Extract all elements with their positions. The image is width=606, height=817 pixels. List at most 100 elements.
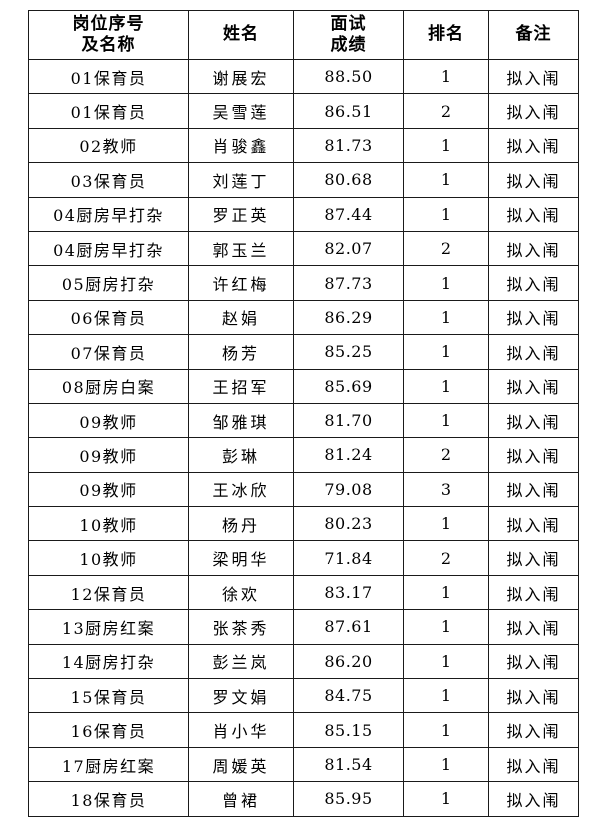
column-header-name: 姓名: [188, 10, 294, 60]
cell-name: 曾裙: [188, 781, 294, 817]
cell-rank: 1: [403, 196, 489, 232]
cell-rank: 2: [403, 230, 489, 267]
cell-note: 拟入闱: [488, 58, 579, 95]
cell-rank: 1: [403, 609, 489, 645]
column-header-line: 岗位序号: [72, 13, 145, 34]
cell-name: 许红梅: [188, 265, 294, 301]
cell-post: 17厨房红案: [28, 746, 189, 783]
table-row: 07保育员 杨芳 85.25 1 拟入闱: [28, 334, 579, 370]
cell-name: 梁明华: [188, 540, 294, 576]
cell-rank: 1: [403, 334, 489, 370]
cell-note: 拟入闱: [488, 162, 579, 198]
cell-score: 86.51: [293, 93, 404, 129]
cell-name: 王招军: [188, 368, 294, 404]
cell-rank: 1: [403, 643, 489, 680]
cell-score: 80.68: [293, 162, 404, 198]
cell-name: 王冰欣: [188, 471, 294, 508]
table-row: 01保育员 谢展宏 88.50 1 拟入闱: [28, 58, 579, 95]
cell-note: 拟入闱: [488, 127, 579, 164]
cell-rank: 1: [403, 127, 489, 164]
table-row: 16保育员 肖小华 85.15 1 拟入闱: [28, 712, 579, 748]
cell-note: 拟入闱: [488, 437, 579, 473]
cell-post: 01保育员: [28, 93, 189, 129]
table-row: 06保育员 赵娟 86.29 1 拟入闱: [28, 299, 579, 336]
cell-post: 16保育员: [28, 712, 189, 748]
column-header-line: 面试: [330, 13, 367, 34]
table-row: 17厨房红案 周媛英 81.54 1 拟入闱: [28, 746, 579, 783]
table-body: 01保育员 谢展宏 88.50 1 拟入闱 01保育员 吴雪莲 86.51 2 拟入闱 02教师 肖骏…: [28, 58, 579, 817]
cell-post: 08厨房白案: [28, 368, 189, 404]
column-header-line: 及名称: [81, 35, 136, 55]
cell-rank: 2: [403, 540, 489, 576]
column-header-rank: 排名: [403, 10, 489, 60]
table-header: 岗位序号 及名称 姓名 面试 成绩 排名 备注: [28, 10, 579, 60]
cell-post: 04厨房早打杂: [28, 230, 189, 267]
column-header-note: 备注: [488, 10, 579, 60]
cell-name: 赵娟: [188, 299, 294, 336]
table-row: 14厨房打杂 彭兰岚 86.20 1 拟入闱: [28, 643, 579, 680]
cell-name: 杨芳: [188, 334, 294, 370]
cell-post: 10教师: [28, 506, 189, 542]
cell-note: 拟入闱: [488, 678, 579, 714]
cell-post: 15保育员: [28, 678, 189, 714]
cell-note: 拟入闱: [488, 402, 579, 439]
cell-score: 86.29: [293, 299, 404, 336]
cell-post: 09教师: [28, 402, 189, 439]
cell-post: 12保育员: [28, 574, 189, 611]
table-row: 02教师 肖骏鑫 81.73 1 拟入闱: [28, 127, 579, 164]
cell-rank: 1: [403, 746, 489, 783]
column-header-line: 成绩: [330, 35, 367, 55]
cell-note: 拟入闱: [488, 506, 579, 542]
cell-score: 81.54: [293, 746, 404, 783]
cell-score: 85.25: [293, 334, 404, 370]
cell-post: 03保育员: [28, 162, 189, 198]
table-row: 09教师 邹雅琪 81.70 1 拟入闱: [28, 402, 579, 439]
cell-name: 杨丹: [188, 506, 294, 542]
cell-note: 拟入闱: [488, 781, 579, 817]
table-row: 03保育员 刘莲丁 80.68 1 拟入闱: [28, 162, 579, 198]
cell-rank: 1: [403, 678, 489, 714]
cell-name: 吴雪莲: [188, 93, 294, 129]
cell-name: 罗文娟: [188, 678, 294, 714]
cell-rank: 1: [403, 162, 489, 198]
cell-name: 邹雅琪: [188, 402, 294, 439]
table-row: 05厨房打杂 许红梅 87.73 1 拟入闱: [28, 265, 579, 301]
cell-post: 18保育员: [28, 781, 189, 817]
table-row: 13厨房红案 张茶秀 87.61 1 拟入闱: [28, 609, 579, 645]
cell-note: 拟入闱: [488, 93, 579, 129]
cell-note: 拟入闱: [488, 299, 579, 336]
cell-name: 刘莲丁: [188, 162, 294, 198]
cell-score: 85.69: [293, 368, 404, 404]
cell-note: 拟入闱: [488, 746, 579, 783]
cell-post: 14厨房打杂: [28, 643, 189, 680]
cell-score: 81.24: [293, 437, 404, 473]
cell-note: 拟入闱: [488, 196, 579, 232]
column-header-post: 岗位序号 及名称: [28, 10, 189, 60]
cell-rank: 1: [403, 781, 489, 817]
table-row: 15保育员 罗文娟 84.75 1 拟入闱: [28, 678, 579, 714]
table-row: 10教师 梁明华 71.84 2 拟入闱: [28, 540, 579, 576]
cell-name: 肖小华: [188, 712, 294, 748]
cell-name: 谢展宏: [188, 58, 294, 95]
cell-score: 86.20: [293, 643, 404, 680]
cell-score: 85.15: [293, 712, 404, 748]
cell-post: 09教师: [28, 437, 189, 473]
cell-rank: 2: [403, 93, 489, 129]
cell-note: 拟入闱: [488, 368, 579, 404]
cell-note: 拟入闱: [488, 609, 579, 645]
cell-rank: 3: [403, 471, 489, 508]
cell-post: 06保育员: [28, 299, 189, 336]
column-header-line: 备注: [515, 24, 552, 45]
table-row: 04厨房早打杂 郭玉兰 82.07 2 拟入闱: [28, 230, 579, 267]
cell-score: 87.61: [293, 609, 404, 645]
table-row: 01保育员 吴雪莲 86.51 2 拟入闱: [28, 93, 579, 129]
cell-name: 周媛英: [188, 746, 294, 783]
cell-score: 84.75: [293, 678, 404, 714]
cell-post: 05厨房打杂: [28, 265, 189, 301]
column-header-score: 面试 成绩: [293, 10, 404, 60]
cell-name: 郭玉兰: [188, 230, 294, 267]
cell-name: 肖骏鑫: [188, 127, 294, 164]
cell-score: 81.73: [293, 127, 404, 164]
cell-note: 拟入闱: [488, 334, 579, 370]
